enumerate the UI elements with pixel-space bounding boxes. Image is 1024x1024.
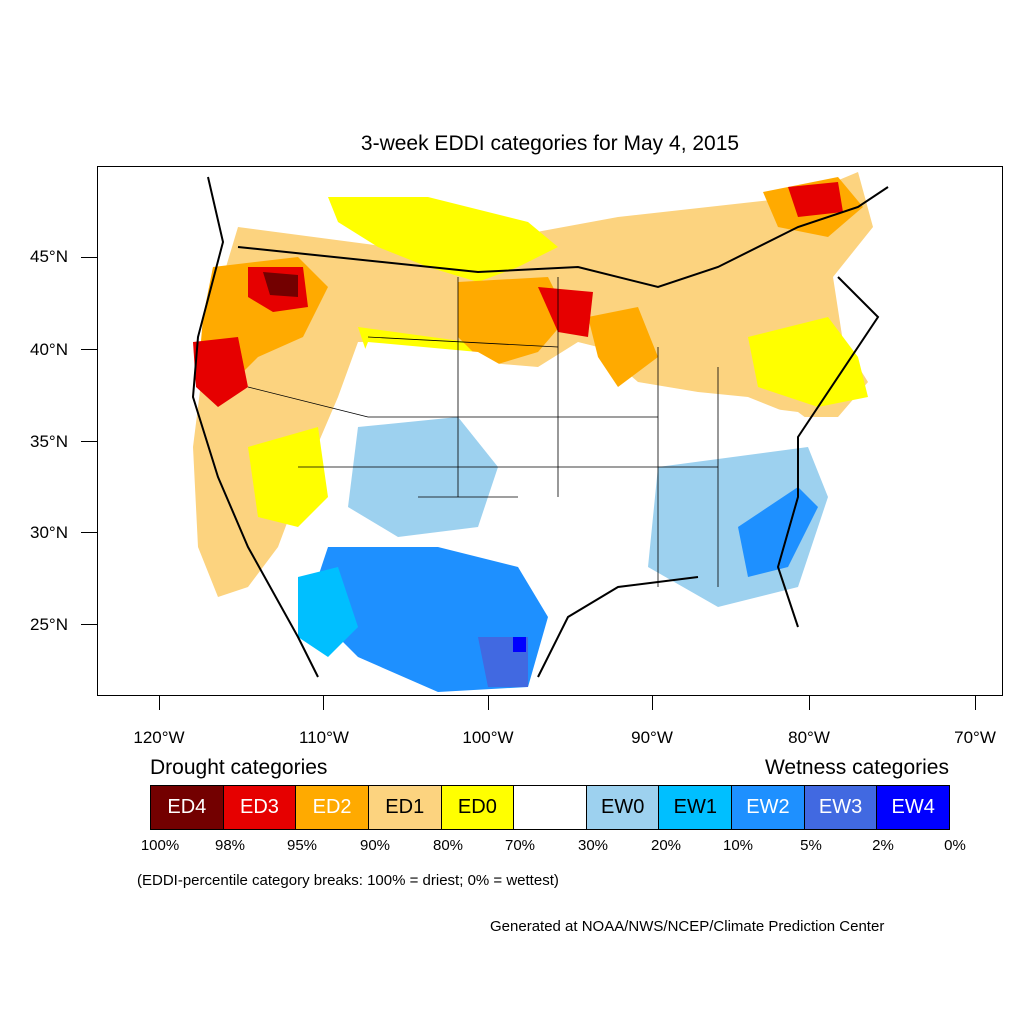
lon-tick (652, 696, 653, 710)
lat-label-45: 45°N (30, 247, 68, 266)
percentile-label: 0% (944, 837, 966, 854)
lon-tick (488, 696, 489, 710)
legend-box-ed4: ED4 (151, 786, 224, 829)
category-legend: ED4 ED3 ED2 ED1 ED0 EW0 EW1 EW2 EW3 EW4 (150, 785, 950, 830)
ed3-region-ne (788, 182, 843, 217)
legend-box-ed0: ED0 (441, 786, 515, 829)
percentile-label: 70% (504, 837, 536, 854)
lat-tick (81, 349, 97, 350)
eddi-map (191, 172, 889, 692)
lat-label-30: 30°N (30, 523, 68, 542)
lat-tick (81, 257, 97, 258)
percentile-label: 100% (140, 837, 180, 854)
ew0-region-sw (348, 417, 498, 537)
percentile-label: 10% (722, 837, 754, 854)
ed2-region-midwest (588, 307, 658, 387)
lon-tick (975, 696, 976, 710)
legend-box-ew0: EW0 (586, 786, 660, 829)
ed0-region-north (328, 197, 558, 282)
percentile-label: 80% (432, 837, 464, 854)
percentile-label: 90% (359, 837, 391, 854)
lat-tick (81, 624, 97, 625)
ew4-region-gulf (513, 637, 526, 652)
state-lines (247, 277, 719, 587)
ed0-region-sw (248, 427, 328, 527)
ew2-region-southeast (738, 487, 818, 577)
legend-box-ew2: EW2 (732, 786, 805, 829)
lon-label-100w: 100°W (462, 728, 514, 747)
lat-label-25: 25°N (30, 615, 68, 634)
percentile-label: 98% (214, 837, 246, 854)
lat-tick (81, 532, 97, 533)
lat-label-35: 35°N (30, 432, 68, 451)
legend-box-ed1: ED1 (368, 786, 442, 829)
country-outline (191, 176, 889, 678)
lon-label-70w: 70°W (954, 728, 996, 747)
legend-box-ew1: EW1 (659, 786, 733, 829)
percentile-label: 5% (800, 837, 822, 854)
lon-tick (323, 696, 324, 710)
wetness-categories-heading: Wetness categories (764, 756, 949, 779)
credit-text: Generated at NOAA/NWS/NCEP/Climate Predi… (490, 918, 885, 935)
lat-label-40: 40°N (30, 340, 68, 359)
lon-tick (159, 696, 160, 710)
lon-tick (809, 696, 810, 710)
percentile-label: 95% (286, 837, 318, 854)
percentile-label: 20% (650, 837, 682, 854)
lon-label-120w: 120°W (133, 728, 185, 747)
ed0-region-ne (748, 317, 868, 407)
lat-tick (81, 441, 97, 442)
lon-label-90w: 90°W (631, 728, 673, 747)
lon-label-110w: 110°W (299, 728, 349, 747)
percentile-label: 2% (872, 837, 894, 854)
lon-label-80w: 80°W (788, 728, 830, 747)
legend-box-neutral (514, 786, 587, 829)
ed1-region (193, 172, 873, 597)
legend-box-ew3: EW3 (804, 786, 878, 829)
ed2-region-north (458, 277, 568, 367)
drought-categories-heading: Drought categories (150, 756, 328, 779)
ed3-region-north (538, 287, 593, 337)
ew1-region-texas (298, 567, 358, 657)
legend-box-ew4: EW4 (877, 786, 950, 829)
legend-box-ed3: ED3 (223, 786, 297, 829)
legend-box-ed2: ED2 (296, 786, 369, 829)
percentile-label: 30% (577, 837, 609, 854)
ed3-region-ca (193, 337, 248, 407)
category-breaks-note: (EDDI-percentile category breaks: 100% =… (137, 872, 559, 889)
ed4-region-nw (263, 272, 298, 297)
map-panel (97, 166, 1003, 696)
map-title: 3-week EDDI categories for May 4, 2015 (360, 132, 740, 155)
